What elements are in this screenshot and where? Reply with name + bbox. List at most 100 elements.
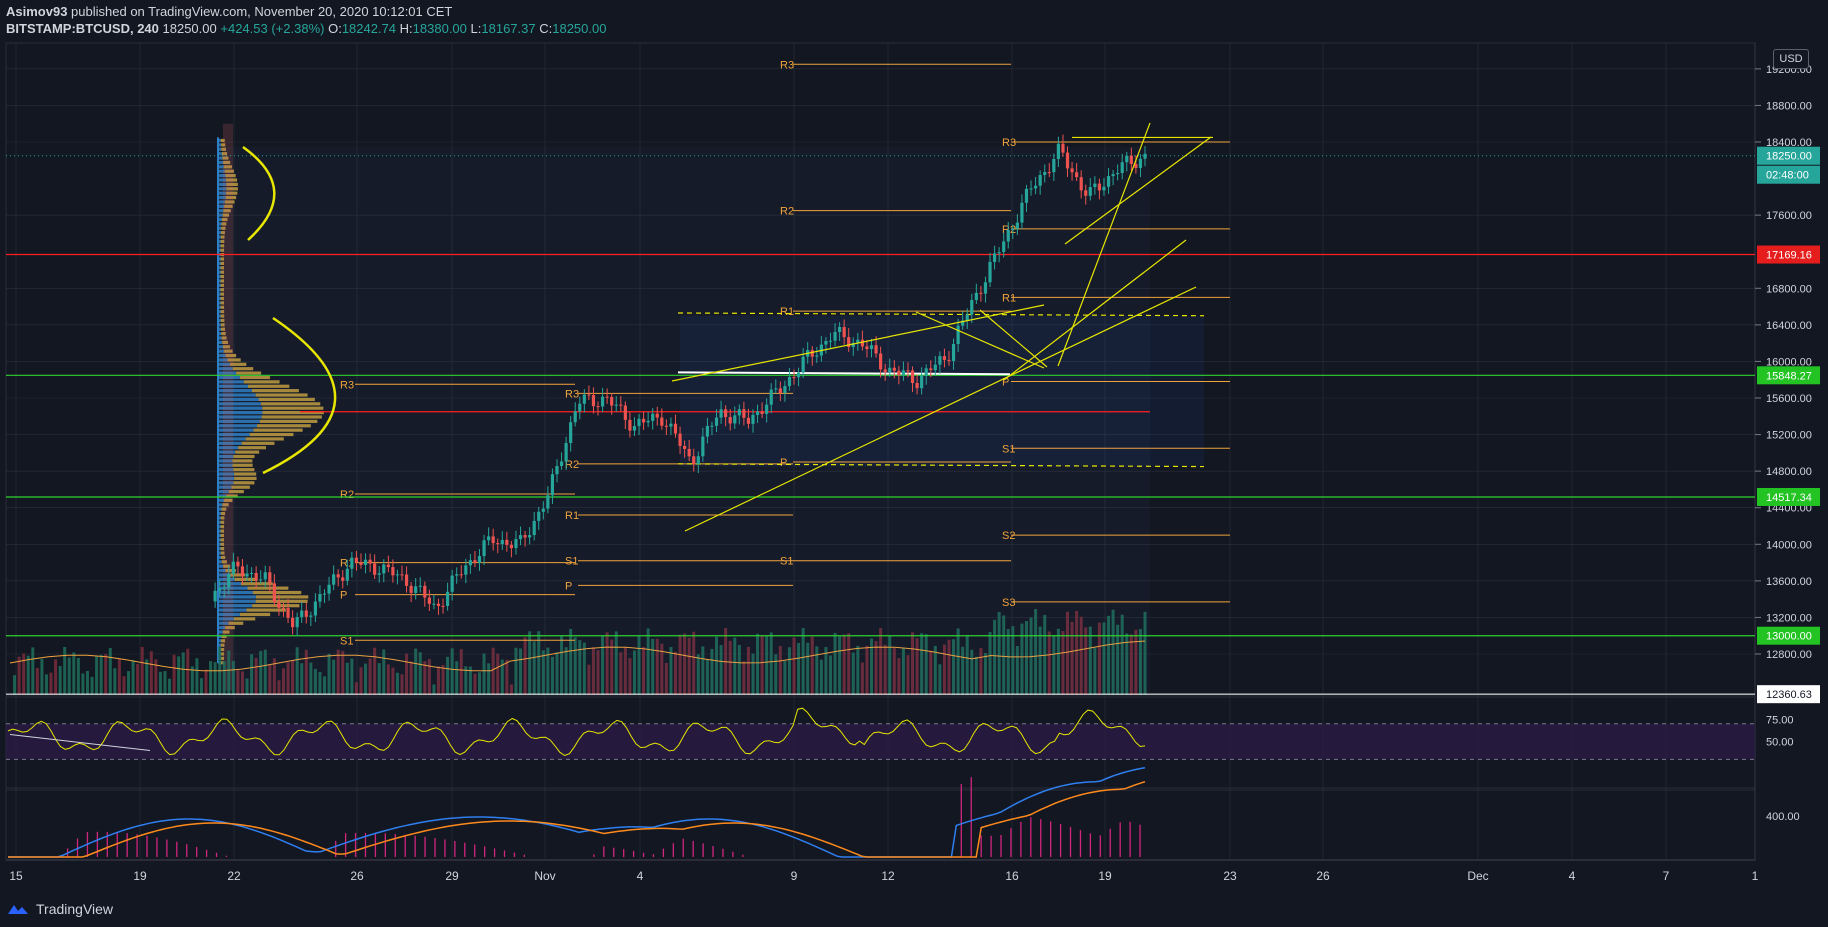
volume-bar: [332, 659, 336, 695]
price-tick-label: 16400.00: [1766, 320, 1812, 332]
vp-bar-down: [246, 608, 286, 612]
candle-body: [619, 404, 623, 406]
volume-bar: [929, 650, 933, 695]
candle-body: [1020, 202, 1024, 223]
candle-body: [1065, 152, 1070, 169]
vp-bar-down: [227, 358, 241, 362]
volume-bar: [1034, 608, 1038, 695]
volume-bar: [199, 678, 203, 695]
candle-body: [933, 364, 937, 371]
volume-bar: [901, 647, 905, 695]
volume-bar: [847, 633, 851, 695]
hand-drawn-arc: [262, 316, 337, 475]
candle-body: [924, 368, 928, 376]
vp-bar-up: [218, 590, 253, 595]
volume-bar: [988, 631, 992, 695]
candle-body: [354, 557, 359, 563]
currency-button[interactable]: USD: [1773, 49, 1809, 69]
vp-bar-down: [251, 389, 299, 393]
vp-bar-down: [255, 393, 308, 397]
symbol-label[interactable]: BITSTAMP:BTCUSD, 240: [6, 21, 159, 36]
vp-bar-down: [224, 200, 235, 204]
vp-bar-up: [218, 612, 240, 617]
volume-bar: [291, 660, 295, 695]
volume-bar: [31, 647, 35, 695]
candle-body: [792, 377, 796, 379]
volume-bar: [1120, 614, 1124, 695]
volume-bar: [17, 656, 21, 695]
vp-bar-up: [218, 231, 221, 235]
volume-bar: [578, 640, 582, 695]
candle-body: [760, 411, 764, 414]
candle-body: [450, 575, 454, 592]
vp-bar-down: [220, 231, 225, 235]
candle-body: [664, 425, 668, 427]
volume-bar: [1061, 630, 1065, 695]
author-name[interactable]: Asimov93: [6, 4, 68, 19]
vp-bar-down: [221, 555, 226, 560]
volume-bar: [127, 671, 131, 695]
volume-bar: [1038, 626, 1042, 695]
vp-bar-down: [220, 270, 225, 274]
vp-bar-down: [220, 520, 225, 524]
candle-body: [373, 563, 377, 575]
candle-body: [249, 573, 254, 575]
vp-bar-up: [218, 160, 224, 165]
vp-bar-up: [218, 288, 221, 292]
volume-bar: [318, 671, 322, 695]
trendline: [915, 311, 1045, 369]
volume-bar: [1006, 629, 1010, 695]
candle-body: [1052, 159, 1056, 173]
volume-bar: [336, 649, 340, 695]
candle-body: [213, 590, 217, 602]
vp-bar-down: [220, 288, 225, 292]
vp-bar-up: [218, 345, 224, 349]
pivot-label: R2: [565, 459, 579, 471]
volume-bar: [1052, 635, 1056, 695]
candle-body: [359, 562, 363, 565]
volume-bar: [482, 653, 486, 695]
date-tick-label: 9: [791, 869, 798, 883]
pivot-label: R3: [1002, 137, 1016, 149]
candle-body: [254, 573, 258, 581]
vp-bar-up: [218, 283, 221, 287]
candle-body: [240, 566, 245, 577]
vp-bar-down: [226, 182, 238, 186]
volume-bar: [787, 647, 791, 695]
vp-bar-down: [220, 538, 225, 542]
volume-bar: [569, 628, 573, 695]
date-tick-label: Dec: [1467, 869, 1488, 883]
trendlines[interactable]: [242, 122, 1213, 532]
time-axis[interactable]: 15 19 22 26 29 Nov 4 9 12 16 19 23 26 Dec 4 7 1: [9, 869, 1758, 883]
vp-bar-up: [218, 301, 221, 305]
candle-body: [869, 345, 874, 350]
volume-bar: [1125, 633, 1129, 695]
volume-bar: [99, 654, 103, 695]
candle-body: [965, 314, 969, 321]
open-label: O:: [328, 21, 342, 36]
price-label-text: 14517.34: [1766, 492, 1812, 504]
price-tick-label: 18400.00: [1766, 137, 1812, 149]
volume-bar: [309, 662, 313, 695]
candle-body: [851, 342, 855, 348]
candle-body: [245, 573, 249, 577]
volume-bar: [692, 631, 696, 695]
pivot-label: R3: [780, 59, 794, 71]
date-tick-label: Nov: [534, 869, 555, 883]
candle-body: [1116, 172, 1120, 175]
vp-bar-down: [221, 336, 227, 340]
candle-body: [1075, 172, 1079, 178]
vp-bar-up: [218, 178, 226, 182]
volume-bar: [195, 658, 199, 695]
vp-bar-up: [218, 599, 256, 603]
vp-bar-down: [220, 266, 225, 270]
vp-bar-down: [220, 643, 225, 647]
volume-bar: [888, 635, 892, 695]
vp-bar-up: [218, 292, 221, 296]
vp-bar-up: [218, 489, 229, 494]
vp-bar-up: [218, 450, 236, 454]
vp-bar-up: [218, 353, 226, 358]
candle-body: [386, 564, 390, 568]
volume-bar: [49, 672, 53, 695]
